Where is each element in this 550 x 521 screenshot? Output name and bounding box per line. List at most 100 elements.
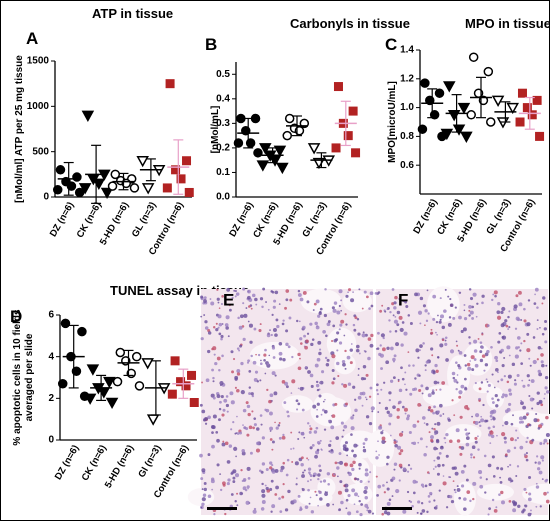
cell-nucleus	[271, 371, 276, 376]
cell-nucleus	[533, 418, 538, 423]
cell-nucleus	[382, 336, 385, 340]
cell-nucleus	[201, 381, 203, 384]
cell-nucleus	[274, 333, 278, 337]
cell-nucleus	[355, 510, 359, 514]
cell-nucleus	[350, 433, 353, 436]
cell-nucleus	[304, 345, 308, 350]
cell-nucleus	[200, 506, 203, 509]
cell-nucleus	[220, 395, 224, 399]
cell-nucleus	[487, 463, 492, 468]
cell-nucleus	[353, 443, 358, 448]
cell-nucleus	[381, 439, 386, 444]
cell-nucleus	[434, 433, 437, 436]
cell-nucleus	[522, 405, 527, 410]
cell-nucleus	[297, 387, 300, 390]
cell-nucleus	[492, 425, 496, 429]
cell-nucleus	[412, 364, 415, 367]
cell-nucleus	[399, 449, 404, 453]
cell-nucleus	[344, 462, 349, 467]
cell-nucleus	[468, 314, 471, 317]
cell-nucleus	[271, 504, 276, 509]
tissue-space	[187, 488, 215, 507]
cell-nucleus	[506, 449, 511, 453]
cell-nucleus	[259, 414, 263, 417]
cell-nucleus	[365, 415, 370, 419]
cell-nucleus	[381, 304, 384, 307]
cell-nucleus	[309, 474, 313, 478]
cell-nucleus	[483, 369, 486, 372]
y-axis-label: % apoptotic cells in 10 fields	[12, 309, 23, 446]
cell-nucleus	[310, 510, 314, 514]
cell-nucleus	[439, 343, 444, 348]
cell-nucleus	[264, 408, 267, 412]
cell-nucleus	[285, 298, 289, 302]
cell-nucleus	[364, 468, 369, 472]
cell-nucleus	[338, 341, 343, 345]
cell-nucleus	[536, 319, 539, 322]
cell-nucleus	[258, 469, 262, 473]
cell-nucleus	[433, 380, 438, 385]
cell-nucleus	[388, 319, 391, 322]
cell-nucleus	[504, 421, 509, 426]
cell-nucleus	[499, 476, 502, 479]
cell-nucleus	[268, 399, 272, 404]
cell-nucleus	[400, 366, 403, 370]
cell-nucleus	[205, 378, 210, 383]
cell-nucleus	[285, 385, 289, 389]
cell-nucleus	[315, 426, 319, 430]
cell-nucleus	[370, 333, 374, 338]
cell-nucleus	[298, 320, 301, 323]
cell-nucleus	[496, 466, 500, 470]
cell-nucleus	[271, 440, 275, 444]
cell-nucleus	[304, 505, 309, 509]
cell-nucleus	[525, 491, 528, 494]
cell-nucleus	[282, 461, 286, 465]
y-axis-label: MPO[microU/mL]	[387, 81, 398, 163]
cell-nucleus	[238, 349, 241, 352]
data-point	[233, 138, 244, 148]
cell-nucleus	[338, 289, 343, 294]
cell-nucleus	[514, 354, 519, 359]
cell-nucleus	[469, 310, 474, 315]
cell-nucleus	[407, 314, 411, 317]
cell-nucleus	[247, 295, 251, 300]
cell-nucleus	[228, 303, 231, 307]
cell-nucleus	[322, 329, 326, 334]
cell-nucleus	[480, 381, 484, 384]
cell-nucleus	[425, 423, 429, 426]
cell-nucleus	[379, 353, 385, 358]
cell-nucleus	[295, 399, 299, 403]
cell-nucleus	[484, 352, 489, 357]
cell-nucleus	[430, 347, 434, 351]
data-point	[273, 145, 287, 157]
cell-nucleus	[392, 314, 395, 317]
cell-nucleus	[455, 428, 460, 433]
cell-nucleus	[283, 401, 287, 405]
cell-nucleus	[357, 332, 361, 336]
cell-nucleus	[215, 431, 219, 434]
cell-nucleus	[341, 435, 344, 438]
cell-nucleus	[540, 455, 545, 460]
cell-nucleus	[536, 328, 539, 330]
data-point	[170, 356, 180, 366]
cell-nucleus	[418, 388, 422, 393]
cell-nucleus	[210, 393, 215, 398]
cell-nucleus	[375, 475, 378, 478]
cell-nucleus	[434, 423, 437, 426]
cell-nucleus	[344, 313, 347, 316]
cell-nucleus	[474, 363, 479, 368]
cell-nucleus	[265, 301, 267, 303]
cell-nucleus	[317, 504, 319, 507]
cell-nucleus	[251, 293, 256, 298]
cell-nucleus	[263, 358, 266, 362]
cell-nucleus	[242, 302, 245, 305]
cell-nucleus	[225, 403, 230, 408]
cell-nucleus	[442, 475, 445, 477]
y-tick-label: 4	[48, 351, 54, 362]
cell-nucleus	[276, 324, 280, 329]
cell-nucleus	[391, 288, 395, 291]
cell-nucleus	[422, 342, 425, 345]
cell-nucleus	[339, 323, 343, 327]
cell-nucleus	[361, 333, 366, 338]
cell-nucleus	[255, 448, 261, 453]
